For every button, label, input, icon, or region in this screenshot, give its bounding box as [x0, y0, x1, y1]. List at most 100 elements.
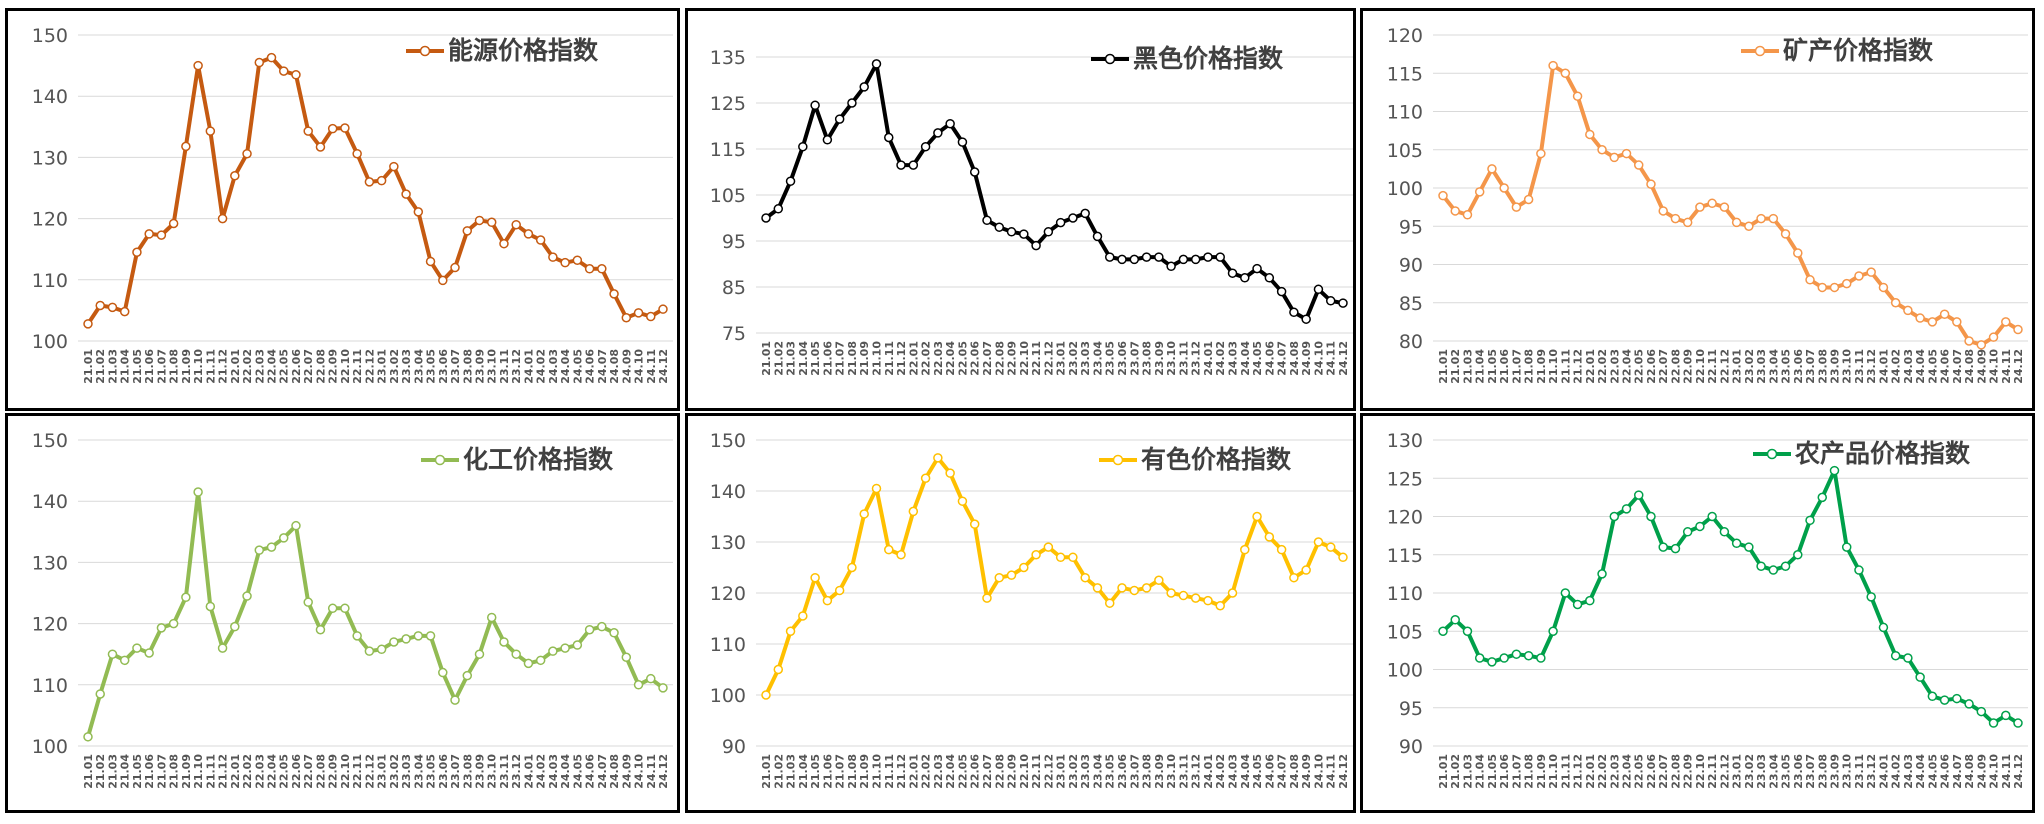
x-tick-label: 21.12: [895, 754, 908, 789]
x-tick-label: 23.09: [1828, 349, 1841, 384]
y-tick-label: 140: [32, 86, 68, 108]
x-tick-label: 23.09: [1153, 341, 1166, 376]
x-tick-label: 22.05: [1633, 349, 1646, 384]
x-tick-label: 21.09: [1535, 349, 1548, 384]
x-tick-label: 24.05: [1251, 754, 1264, 789]
x-tick-label: 22.05: [278, 754, 291, 789]
data-point: [1487, 164, 1497, 174]
data-point: [859, 82, 869, 92]
data-point: [1780, 561, 1791, 571]
data-point: [181, 592, 191, 603]
x-tick-label: 22.02: [241, 349, 254, 384]
data-point: [1780, 229, 1791, 239]
x-tick-label: 23.05: [1780, 349, 1793, 384]
x-tick-label: 24.09: [1975, 349, 1988, 384]
x-tick-label: 24.08: [1288, 754, 1301, 789]
x-tick-label: 24.06: [584, 754, 597, 789]
data-point: [2001, 317, 2011, 327]
data-point: [1829, 465, 1840, 476]
data-point: [1964, 336, 1974, 346]
x-tick-label: 23.11: [498, 349, 511, 384]
data-point: [810, 100, 820, 111]
data-point: [1927, 317, 1938, 327]
x-tick-label: 22.10: [1018, 754, 1031, 789]
data-point: [1695, 202, 1705, 212]
data-point: [1658, 206, 1668, 216]
data-point: [1646, 511, 1656, 522]
data-point: [871, 483, 882, 494]
x-tick-label: 22.02: [1596, 754, 1609, 789]
data-point: [785, 176, 796, 186]
legend-label: 能源价格指数: [448, 36, 599, 65]
x-tick-label: 22.02: [920, 341, 933, 376]
data-point: [548, 252, 558, 262]
y-tick-label: 100: [1387, 660, 1423, 682]
x-tick-label: 23.12: [1865, 754, 1878, 789]
legend-label: 有色价格指数: [1141, 445, 1292, 474]
x-tick-label: 24.06: [1939, 349, 1952, 384]
data-point: [1682, 527, 1693, 537]
data-point: [438, 667, 448, 678]
x-tick-label: 23.06: [1792, 754, 1805, 789]
data-point: [1744, 221, 1754, 231]
data-point: [1178, 590, 1189, 601]
x-tick-label: 23.11: [1853, 349, 1866, 384]
y-tick-label: 85: [722, 277, 746, 299]
x-tick-label: 22.10: [339, 349, 352, 384]
data-point: [1841, 542, 1852, 552]
y-tick-label: 105: [1387, 621, 1423, 643]
x-tick-label: 21.02: [94, 349, 107, 384]
data-point: [1252, 263, 1262, 274]
x-tick-label: 22.12: [1042, 754, 1055, 789]
x-tick-label: 22.12: [1718, 349, 1731, 384]
data-point: [884, 132, 894, 143]
x-tick-label: 21.07: [1510, 754, 1523, 789]
data-point: [1597, 569, 1607, 579]
data-point: [1817, 282, 1828, 293]
x-tick-label: 24.08: [1288, 341, 1301, 376]
data-point: [1927, 691, 1938, 702]
data-point: [217, 213, 228, 224]
x-tick-label: 24.07: [1276, 754, 1289, 789]
data-point: [1264, 273, 1275, 283]
x-tick-label: 22.01: [1584, 754, 1597, 789]
x-tick-label: 22.06: [969, 754, 982, 789]
x-tick-label: 23.12: [510, 754, 523, 789]
legend-marker: [419, 45, 431, 57]
y-tick-label: 135: [710, 47, 746, 69]
x-tick-label: 21.02: [772, 754, 785, 789]
x-tick-label: 24.02: [1214, 341, 1227, 376]
x-tick-label: 21.11: [1559, 754, 1572, 789]
data-point: [156, 230, 167, 240]
data-point: [1301, 565, 1311, 575]
x-tick-label: 24.11: [645, 349, 658, 384]
x-tick-label: 23.10: [486, 754, 499, 789]
data-point: [1976, 340, 1987, 350]
data-point: [523, 658, 534, 669]
data-point: [994, 572, 1005, 583]
data-point: [254, 545, 265, 555]
data-point: [1805, 275, 1815, 285]
x-tick-label: 23.05: [1104, 754, 1117, 789]
x-tick-label: 23.06: [437, 349, 450, 384]
x-tick-label: 22.08: [1669, 754, 1682, 789]
data-point: [1141, 252, 1152, 262]
data-point: [2013, 718, 2023, 728]
x-tick-label: 22.07: [981, 754, 994, 789]
x-tick-label: 24.04: [1239, 341, 1252, 376]
data-point: [1866, 267, 1876, 277]
x-tick-label: 23.11: [1853, 754, 1866, 789]
data-point: [315, 624, 326, 635]
y-tick-label: 110: [710, 634, 746, 656]
data-point: [193, 60, 203, 71]
data-point: [957, 137, 968, 147]
y-tick-label: 90: [1399, 255, 1423, 277]
x-tick-label: 21.04: [797, 754, 810, 789]
x-tick-label: 21.08: [846, 754, 859, 789]
data-point: [1154, 575, 1164, 585]
data-point: [1939, 695, 1950, 705]
y-tick-label: 85: [1399, 293, 1423, 315]
data-point: [474, 215, 485, 226]
data-point: [920, 473, 931, 483]
data-point: [798, 141, 808, 152]
